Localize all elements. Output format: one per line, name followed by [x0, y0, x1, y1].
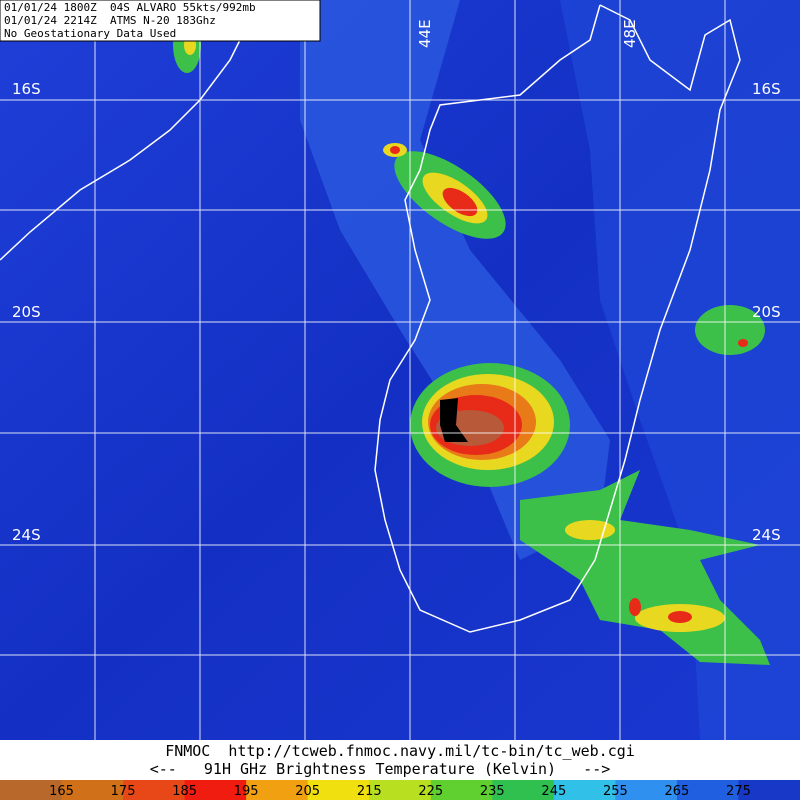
lat-label: 24S	[752, 526, 781, 544]
map-labels: 16S 16S 20S 20S 24S 24S 44E 48E	[12, 19, 781, 544]
colorbar-swatch	[307, 780, 370, 800]
colorbar-label: 265	[665, 784, 690, 799]
colorbar-swatch	[123, 780, 186, 800]
colorbar-label: 235	[480, 784, 505, 799]
colorbar-swatch	[430, 780, 493, 800]
colorbar-label: 205	[295, 784, 320, 799]
lat-label: 20S	[12, 303, 41, 321]
lon-label: 44E	[416, 19, 434, 48]
colorbar-swatch	[369, 780, 432, 800]
colorbar-swatch	[738, 780, 800, 800]
lat-label: 24S	[12, 526, 41, 544]
colorbar-swatch	[184, 780, 247, 800]
colorbar-label: 165	[49, 784, 74, 799]
lat-label: 20S	[752, 303, 781, 321]
lat-label: 16S	[12, 80, 41, 98]
colorbar-label: 275	[726, 784, 751, 799]
colorbar-swatch	[246, 780, 309, 800]
header-line: 01/01/24 1800Z 04S ALVARO 55kts/992mb	[4, 1, 256, 14]
colorbar-swatch	[553, 780, 616, 800]
footer: FNMOC http://tcweb.fnmoc.navy.mil/tc-bin…	[0, 740, 800, 780]
colorbar-label: 175	[111, 784, 136, 799]
legend-title: <-- 91H GHz Brightness Temperature (Kelv…	[150, 760, 611, 778]
imagery	[0, 0, 800, 740]
colorbar: 165 175 185 195 205 215 225 235 245 255 265 275	[0, 780, 800, 800]
colorbar-swatch	[61, 780, 124, 800]
header-box: 01/01/24 1800Z 04S ALVARO 55kts/992mb 01…	[0, 0, 321, 42]
lat-label: 16S	[752, 80, 781, 98]
colorbar-label: 255	[603, 784, 628, 799]
source-url: FNMOC http://tcweb.fnmoc.navy.mil/tc-bin…	[165, 742, 635, 760]
colorbar-swatch	[0, 780, 63, 800]
colorbar-swatch	[615, 780, 678, 800]
lon-label: 48E	[621, 19, 639, 48]
colorbar-label: 215	[357, 784, 382, 799]
header-line: No Geostationary Data Used	[4, 27, 176, 40]
colorbar-label: 185	[172, 784, 197, 799]
colorbar-label: 195	[234, 784, 259, 799]
colorbar-label: 225	[418, 784, 443, 799]
colorbar-label: 245	[541, 784, 566, 799]
header-line: 01/01/24 2214Z ATMS N-20 183Ghz	[4, 14, 216, 27]
graticule	[0, 0, 800, 740]
colorbar-swatch	[676, 780, 739, 800]
colorbar-swatch	[492, 780, 555, 800]
